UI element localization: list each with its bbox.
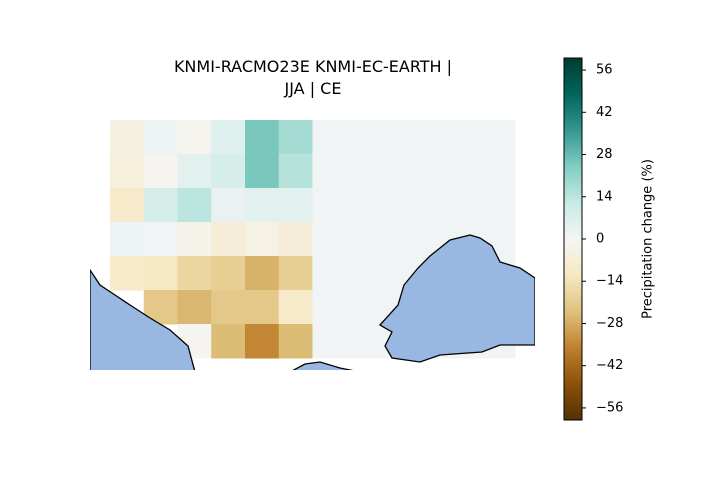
grid-cell xyxy=(177,256,212,291)
colorbar-tick-label: 14 xyxy=(596,189,613,204)
grid-cell xyxy=(177,290,212,325)
grid-cell xyxy=(413,188,448,223)
grid-cell xyxy=(312,188,347,223)
grid-cell xyxy=(110,154,145,189)
grid-cell xyxy=(177,222,212,257)
grid-cell xyxy=(346,290,381,325)
grid-cell xyxy=(447,188,482,223)
grid-cell xyxy=(110,188,145,223)
grid-cell xyxy=(211,256,246,291)
grid-cell xyxy=(245,290,280,325)
grid-cell xyxy=(413,154,448,189)
grid-cell xyxy=(143,222,178,257)
colorbar-tick-label: 0 xyxy=(596,232,604,247)
grid-cell xyxy=(177,154,212,189)
grid-cell xyxy=(211,324,246,359)
grid-cell xyxy=(380,120,415,155)
grid-cell xyxy=(278,256,313,291)
grid-cell xyxy=(346,188,381,223)
colorbar-label: Precipitation change (%) xyxy=(641,159,656,319)
adriatic-sea xyxy=(90,268,196,370)
grid-cell xyxy=(143,120,178,155)
grid-cell xyxy=(481,120,516,155)
grid-cell xyxy=(245,222,280,257)
grid-cell xyxy=(312,154,347,189)
grid-cell xyxy=(211,222,246,257)
sea xyxy=(90,234,535,370)
grid-cell xyxy=(278,324,313,359)
grid-cell xyxy=(346,222,381,257)
grid-cell xyxy=(380,188,415,223)
black-sea xyxy=(378,234,535,363)
colorbar-tick-label: −42 xyxy=(596,358,623,373)
grid-cell xyxy=(211,120,246,155)
grid-cell xyxy=(380,222,415,257)
colorbar-tick-label: −14 xyxy=(596,274,623,289)
grid-cell xyxy=(211,154,246,189)
grid-cell xyxy=(278,120,313,155)
grid-cell xyxy=(447,120,482,155)
azov-sea xyxy=(292,361,354,370)
grid-cell xyxy=(211,188,246,223)
grid-cell xyxy=(413,120,448,155)
colorbar-tick-label: 56 xyxy=(596,63,613,78)
grid-cell xyxy=(312,256,347,291)
grid-cell xyxy=(312,324,347,359)
grid-cell xyxy=(110,256,145,291)
grid-cell xyxy=(481,154,516,189)
grid-cell xyxy=(346,120,381,155)
colorbar xyxy=(563,57,583,421)
grid-cell xyxy=(245,256,280,291)
grid-cell xyxy=(447,154,482,189)
grid-cell xyxy=(312,222,347,257)
chart-title: KNMI-RACMO23E KNMI-EC-EARTH | xyxy=(174,57,452,76)
grid-cell xyxy=(346,154,381,189)
grid-cell xyxy=(143,188,178,223)
grid-cell xyxy=(346,324,381,359)
grid-cell xyxy=(143,256,178,291)
grid-cell xyxy=(312,290,347,325)
grid-cell xyxy=(346,256,381,291)
grid-cell xyxy=(245,324,280,359)
grid-cell xyxy=(245,120,280,155)
grid-cell xyxy=(177,188,212,223)
grid-cell xyxy=(245,188,280,223)
grid-cell xyxy=(278,222,313,257)
grid-cell xyxy=(143,154,178,189)
grid-cell xyxy=(245,154,280,189)
grid-cell xyxy=(110,222,145,257)
grid-cell xyxy=(278,154,313,189)
grid-cell xyxy=(380,154,415,189)
grid-cell xyxy=(278,188,313,223)
grid-cell xyxy=(110,120,145,155)
colorbar-tick-label: 28 xyxy=(596,147,613,162)
colorbar-tick-label: −56 xyxy=(596,400,623,415)
grid-cell xyxy=(177,120,212,155)
grid-cell xyxy=(312,120,347,155)
colorbar-tick-label: −28 xyxy=(596,316,623,331)
grid-cell xyxy=(211,290,246,325)
grid-cell xyxy=(278,290,313,325)
grid-cell xyxy=(481,188,516,223)
colorbar-tick-label: 42 xyxy=(596,105,613,120)
chart-subtitle: JJA | CE xyxy=(284,79,342,98)
